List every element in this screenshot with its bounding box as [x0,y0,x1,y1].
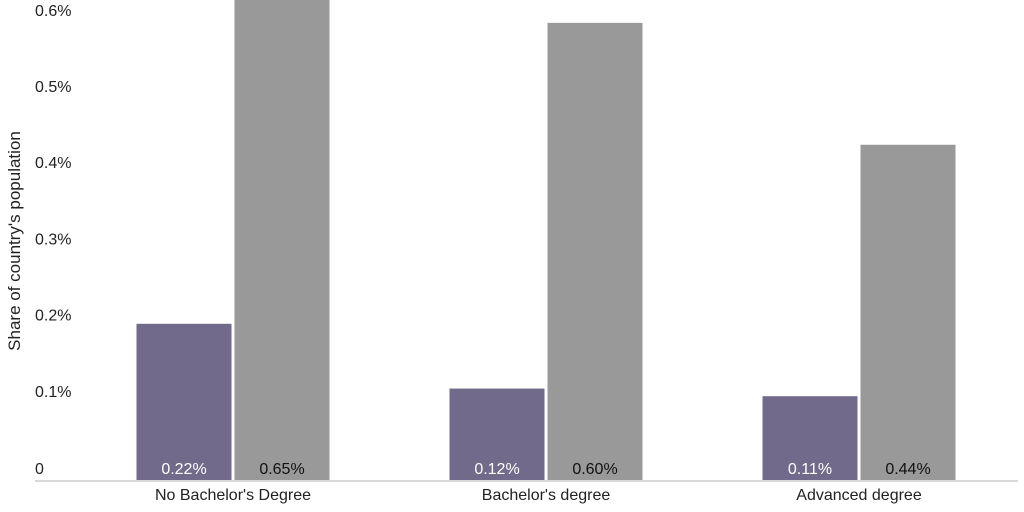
bar-data-label: 0.11% [788,461,832,478]
bar-data-label: 0.12% [474,461,519,478]
x-category-label: Bachelor's degree [482,487,611,504]
bar [234,0,330,481]
x-axis-category-labels: No Bachelor's Degree Bachelor's degree Adv… [155,487,922,504]
bars [136,0,956,481]
y-tick-label: 0.2% [35,308,71,325]
y-tick-label: 0 [35,461,44,478]
bar-data-label: 0.22% [161,461,206,478]
y-axis-ticks: 0 0.1% 0.2% 0.3% 0.4% 0.5% 0.6% [35,3,71,478]
y-tick-label: 0.3% [35,231,71,248]
bar [449,388,545,480]
bar-data-label: 0.65% [259,461,304,478]
bar [547,22,643,480]
bar-data-labels: 0.22% 0.65% 0.12% 0.60% 0.11% 0.44% [161,461,930,478]
y-tick-label: 0.1% [35,384,71,401]
bar [136,323,232,480]
bar [762,396,858,480]
x-category-label: Advanced degree [796,487,922,504]
bar-data-label: 0.60% [572,461,617,478]
x-category-label: No Bachelor's Degree [155,487,311,504]
bar [860,144,956,480]
y-tick-label: 0.5% [35,79,71,96]
y-tick-label: 0.4% [35,155,71,172]
y-axis-title: Share of country's population [5,131,24,351]
y-tick-label: 0.6% [35,3,71,20]
bar-data-label: 0.44% [885,461,930,478]
